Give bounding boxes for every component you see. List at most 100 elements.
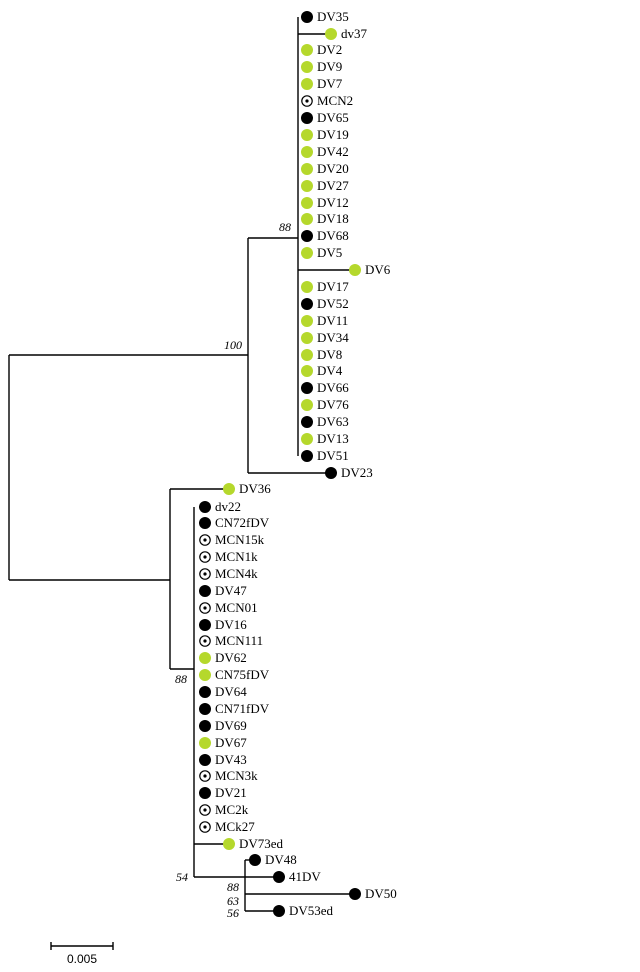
tip-marker-green	[301, 247, 313, 259]
tip-label: DV52	[317, 296, 349, 311]
tip-marker-green	[301, 61, 313, 73]
tip-label: DV64	[215, 684, 247, 699]
tip-label: CN71fDV	[215, 701, 270, 716]
tip-label: CN72fDV	[215, 515, 270, 530]
bootstrap-value: 100	[224, 338, 242, 352]
tip-marker-black	[199, 501, 211, 513]
tip-label: DV42	[317, 144, 349, 159]
tip-label: DV68	[317, 228, 349, 243]
tip-label: DV27	[317, 178, 349, 193]
tip-marker-black	[301, 11, 313, 23]
tip-label: MCN01	[215, 600, 258, 615]
tip-label: DV66	[317, 380, 349, 395]
tip-marker-green	[301, 399, 313, 411]
tip-marker-green	[301, 349, 313, 361]
tip-marker-green	[301, 332, 313, 344]
tip-marker-green	[199, 737, 211, 749]
tip-label: MCN4k	[215, 566, 258, 581]
tip-label: DV35	[317, 9, 349, 24]
tip-label: DV53ed	[289, 903, 334, 918]
tip-marker-green	[301, 146, 313, 158]
tip-label: MCN15k	[215, 532, 265, 547]
tip-label: MCN3k	[215, 768, 258, 783]
tip-label: MC2k	[215, 802, 249, 817]
tip-label: DV21	[215, 785, 247, 800]
tip-marker-black	[349, 888, 361, 900]
tip-marker-green	[223, 838, 235, 850]
tip-label: MCN111	[215, 633, 263, 648]
tip-label: MCN1k	[215, 549, 258, 564]
tip-marker-center-dot	[203, 538, 207, 542]
tip-marker-center-dot	[203, 555, 207, 559]
tip-label: DV2	[317, 42, 342, 57]
tip-marker-black	[199, 517, 211, 529]
tip-marker-green	[301, 315, 313, 327]
tip-label: DV76	[317, 397, 349, 412]
tip-label: dv22	[215, 499, 241, 514]
tip-label: MCN2	[317, 93, 353, 108]
tip-label: DV47	[215, 583, 247, 598]
tip-marker-green	[301, 129, 313, 141]
tip-label: DV63	[317, 414, 349, 429]
scale-bar-label: 0.005	[67, 952, 97, 966]
tip-marker-center-dot	[305, 99, 309, 103]
tip-marker-black	[301, 416, 313, 428]
tip-label: CN75fDV	[215, 667, 270, 682]
tip-marker-black	[199, 720, 211, 732]
tip-label: DV36	[239, 481, 271, 496]
tip-marker-black	[199, 787, 211, 799]
tip-marker-black	[199, 754, 211, 766]
tip-label: DV8	[317, 347, 342, 362]
tip-marker-green	[301, 180, 313, 192]
tip-marker-green	[223, 483, 235, 495]
tip-marker-black	[199, 619, 211, 631]
tip-marker-center-dot	[203, 639, 207, 643]
tip-marker-black	[273, 871, 285, 883]
tip-marker-center-dot	[203, 808, 207, 812]
bootstrap-values: 88 100 88 54 88 63 56	[175, 220, 291, 920]
tip-marker-black	[301, 450, 313, 462]
tip-marker-green	[301, 44, 313, 56]
tip-label: DV13	[317, 431, 349, 446]
tip-marker-black	[301, 298, 313, 310]
tip-label: DV11	[317, 313, 348, 328]
bootstrap-value: 54	[176, 870, 188, 884]
tip-marker-black	[199, 703, 211, 715]
tip-label: DV4	[317, 363, 343, 378]
tip-label: DV16	[215, 617, 247, 632]
tip-label: DV51	[317, 448, 349, 463]
bootstrap-value: 63	[227, 894, 239, 908]
tip-marker-green	[325, 28, 337, 40]
tip-marker-green	[301, 365, 313, 377]
tip-marker-green	[199, 652, 211, 664]
tip-label: DV17	[317, 279, 349, 294]
tip-label: DV62	[215, 650, 247, 665]
tip-label: DV5	[317, 245, 342, 260]
bootstrap-value: 88	[227, 880, 239, 894]
bootstrap-value: 88	[175, 672, 187, 686]
tip-marker-black	[273, 905, 285, 917]
tip-label: DV12	[317, 195, 349, 210]
tip-label: DV7	[317, 76, 343, 91]
tip-marker-green	[301, 281, 313, 293]
tip-marker-center-dot	[203, 825, 207, 829]
tip-marker-black	[301, 382, 313, 394]
tip-label: DV43	[215, 752, 247, 767]
tip-label: DV19	[317, 127, 349, 142]
tip-marker-green	[301, 433, 313, 445]
tip-label: MCk27	[215, 819, 255, 834]
tip-marker-black	[301, 230, 313, 242]
tip-label: DV20	[317, 161, 349, 176]
tip-marker-green	[301, 78, 313, 90]
tip-marker-center-dot	[203, 774, 207, 778]
tip-label: dv37	[341, 26, 368, 41]
tip-marker-black	[301, 112, 313, 124]
tip-label: DV48	[265, 852, 297, 867]
tip-marker-black	[249, 854, 261, 866]
tip-marker-center-dot	[203, 572, 207, 576]
tip-label: DV34	[317, 330, 349, 345]
tip-marker-black	[199, 686, 211, 698]
tip-marker-green	[301, 163, 313, 175]
